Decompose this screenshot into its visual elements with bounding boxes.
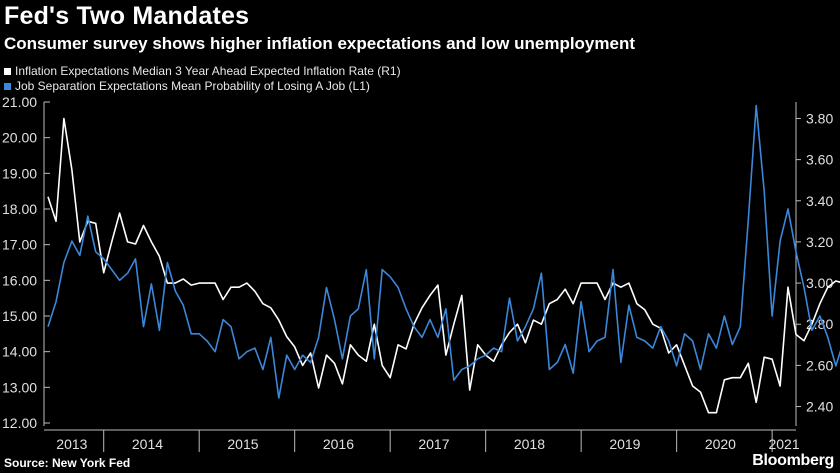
right-tick-label: 2.40 — [806, 399, 833, 415]
left-tick-label: 14.00 — [2, 344, 37, 360]
x-tick-label: 2020 — [705, 436, 736, 452]
left-tick-label: 19.00 — [2, 165, 37, 181]
x-tick-label: 2019 — [609, 436, 640, 452]
x-tick-label: 2014 — [132, 436, 163, 452]
x-tick-label: 2017 — [418, 436, 449, 452]
left-tick-label: 17.00 — [2, 237, 37, 253]
chart-title: Fed's Two Mandates — [4, 2, 250, 30]
chart-subtitle: Consumer survey shows higher inflation e… — [4, 34, 636, 53]
left-tick-label: 18.00 — [2, 201, 37, 217]
source-note: Source: New York Fed — [4, 456, 131, 470]
x-tick-label: 2015 — [227, 436, 258, 452]
left-tick-label: 13.00 — [2, 379, 37, 395]
x-tick-label: 2016 — [323, 436, 354, 452]
left-tick-label: 20.00 — [2, 130, 37, 146]
left-tick-label: 15.00 — [2, 308, 37, 324]
left-tick-label: 12.00 — [2, 415, 37, 431]
series-line-inflation — [47, 117, 840, 414]
legend-swatch-job — [4, 82, 11, 90]
right-tick-label: 2.60 — [806, 357, 833, 373]
right-tick-label: 3.60 — [806, 152, 833, 168]
x-tick-label: 2018 — [514, 436, 545, 452]
right-tick-label: 3.00 — [806, 275, 833, 291]
left-tick-label: 21.00 — [2, 94, 37, 110]
bloomberg-logo: Bloomberg — [752, 452, 834, 469]
series-line-job — [47, 104, 840, 399]
legend-label-job: Job Separation Expectations Mean Probabi… — [15, 79, 370, 93]
legend-item-job: Job Separation Expectations Mean Probabi… — [4, 79, 370, 93]
left-tick-label: 16.00 — [2, 272, 37, 288]
right-tick-label: 3.20 — [806, 234, 833, 250]
legend-label-inflation: Inflation Expectations Median 3 Year Ahe… — [15, 64, 401, 78]
x-tick-label: 2013 — [56, 436, 87, 452]
right-tick-label: 3.80 — [806, 110, 833, 126]
legend-item-inflation: Inflation Expectations Median 3 Year Ahe… — [4, 64, 401, 78]
right-tick-label: 3.40 — [806, 193, 833, 209]
legend-swatch-inflation — [4, 67, 11, 75]
x-tick-label: 2021 — [768, 436, 799, 452]
